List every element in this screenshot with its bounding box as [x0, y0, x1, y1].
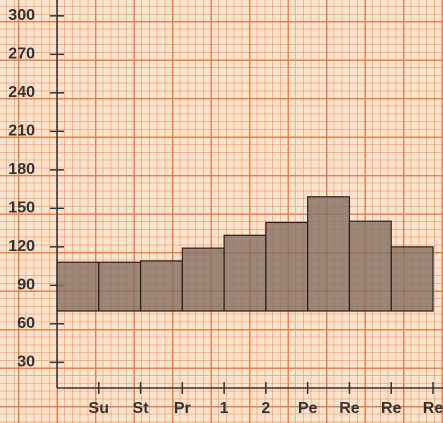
x-tick-label: St	[133, 400, 150, 417]
x-tick-label: 1	[220, 400, 229, 417]
y-tick-label: 210	[8, 123, 35, 140]
y-tick-label: 240	[8, 84, 35, 101]
x-tick-label: Re	[423, 400, 443, 417]
x-tick-label: Pr	[174, 400, 191, 417]
x-tick-label: Su	[89, 400, 109, 417]
y-tick-label: 150	[8, 200, 35, 217]
bar	[98, 261, 142, 312]
bar	[181, 247, 225, 312]
x-tick-label: Re	[381, 400, 402, 417]
bar	[348, 220, 392, 312]
x-tick-label: Re	[339, 400, 360, 417]
y-tick-label: 180	[8, 161, 35, 178]
bar	[307, 196, 351, 312]
bar	[390, 246, 434, 312]
x-tick-label: Pe	[298, 400, 318, 417]
y-tick-label: 120	[8, 238, 35, 255]
y-tick-label: 90	[17, 277, 35, 294]
bar	[265, 221, 309, 312]
x-tick-label: 2	[261, 400, 270, 417]
bar	[223, 234, 267, 312]
bar	[56, 261, 100, 312]
y-tick-label: 300	[8, 7, 35, 24]
y-tick-label: 60	[17, 315, 35, 332]
y-tick-label: 270	[8, 46, 35, 63]
y-tick-label: 30	[17, 354, 35, 371]
bar	[139, 260, 183, 312]
